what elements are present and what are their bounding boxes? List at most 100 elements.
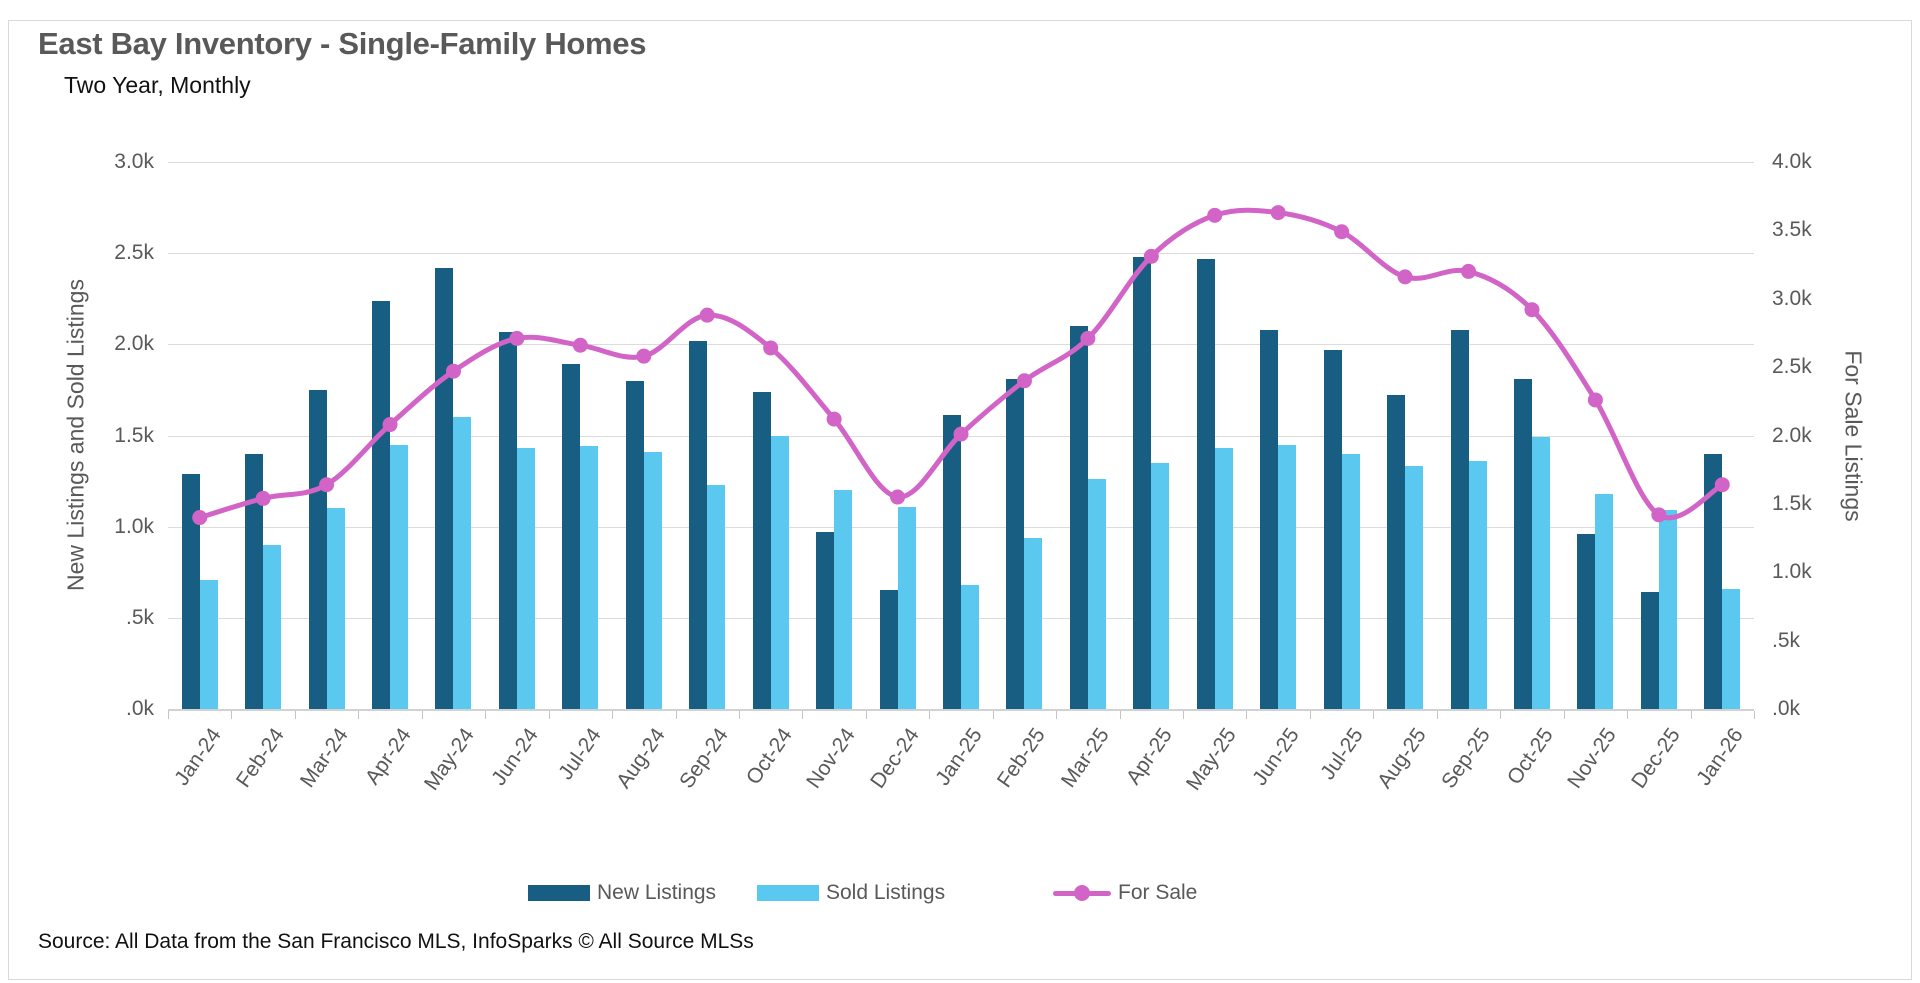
bar-sold-listings[interactable] <box>707 484 726 709</box>
x-axis-tick <box>1056 711 1058 719</box>
bar-sold-listings[interactable] <box>199 579 218 709</box>
bar-sold-listings[interactable] <box>1722 588 1741 709</box>
for-sale-point[interactable] <box>1461 263 1477 279</box>
y-axis-tick-label-right: 1.0k <box>1772 560 1812 584</box>
bar-sold-listings[interactable] <box>1405 466 1424 709</box>
bar-new-listings[interactable] <box>1006 378 1025 709</box>
x-axis-tick <box>1246 711 1248 719</box>
bar-new-listings[interactable] <box>308 389 327 709</box>
bar-new-listings[interactable] <box>1577 533 1596 709</box>
for-sale-point[interactable] <box>319 477 335 493</box>
bar-new-listings[interactable] <box>1323 349 1342 709</box>
bar-new-listings[interactable] <box>245 453 264 709</box>
bar-new-listings[interactable] <box>1260 329 1279 709</box>
bar-new-listings[interactable] <box>816 532 835 709</box>
x-axis-tick <box>1563 711 1565 719</box>
bar-sold-listings[interactable] <box>1531 437 1550 709</box>
x-axis-tick <box>548 711 550 719</box>
for-sale-point[interactable] <box>1587 392 1603 408</box>
for-sale-point[interactable] <box>572 337 588 353</box>
bar-new-listings[interactable] <box>1450 329 1469 709</box>
gridline <box>168 526 1754 528</box>
x-axis-tick <box>1754 711 1755 719</box>
bar-new-listings[interactable] <box>625 380 644 709</box>
legend-item-sold-listings[interactable]: Sold Listings <box>757 876 945 910</box>
for-sale-point[interactable] <box>1651 507 1667 523</box>
x-axis-tick <box>421 711 423 719</box>
bar-sold-listings[interactable] <box>961 585 979 709</box>
bar-sold-listings[interactable] <box>1468 461 1487 709</box>
for-sale-point[interactable] <box>890 489 906 505</box>
for-sale-point[interactable] <box>953 426 969 442</box>
for-sale-point[interactable] <box>1080 330 1096 346</box>
bar-new-listings[interactable] <box>752 391 771 709</box>
y-axis-tick-label-right: 2.5k <box>1772 355 1812 379</box>
bar-sold-listings[interactable] <box>897 506 916 709</box>
for-sale-point[interactable] <box>1270 205 1286 221</box>
legend-swatch-icon <box>757 885 819 901</box>
gridline <box>168 162 1754 163</box>
for-sale-point[interactable] <box>699 307 715 323</box>
bar-new-listings[interactable] <box>1513 378 1532 709</box>
bar-sold-listings[interactable] <box>770 435 789 709</box>
gridline <box>168 344 1754 346</box>
bar-sold-listings[interactable] <box>1087 479 1106 709</box>
bar-sold-listings[interactable] <box>1278 444 1297 709</box>
bar-sold-listings[interactable] <box>263 544 282 709</box>
bar-sold-listings[interactable] <box>1151 462 1170 709</box>
for-sale-point[interactable] <box>445 363 461 379</box>
x-axis-tick <box>1373 711 1375 719</box>
for-sale-point[interactable] <box>382 417 398 433</box>
for-sale-point[interactable] <box>763 340 779 356</box>
bar-new-listings[interactable] <box>181 473 200 709</box>
legend-label: New Listings <box>597 881 717 904</box>
bar-sold-listings[interactable] <box>1595 493 1614 709</box>
bar-new-listings[interactable] <box>372 300 391 709</box>
legend-item-for-sale[interactable]: For Sale <box>1053 876 1197 910</box>
for-sale-point[interactable] <box>509 330 525 346</box>
bar-new-listings[interactable] <box>1704 453 1723 709</box>
bar-sold-listings[interactable] <box>580 446 599 709</box>
source-note: Source: All Data from the San Francisco … <box>38 930 754 953</box>
for-sale-point[interactable] <box>1397 269 1413 285</box>
bar-new-listings[interactable] <box>1069 326 1088 709</box>
bar-new-listings[interactable] <box>1387 395 1406 709</box>
bar-new-listings[interactable] <box>1640 592 1659 709</box>
bar-sold-listings[interactable] <box>1214 448 1233 709</box>
x-axis-tick <box>1309 711 1311 719</box>
bar-sold-listings[interactable] <box>1341 453 1360 709</box>
x-axis-tick <box>485 711 487 719</box>
bar-sold-listings[interactable] <box>516 448 535 709</box>
for-sale-line-layer <box>192 205 1730 526</box>
bar-sold-listings[interactable] <box>1658 510 1677 709</box>
bar-new-listings[interactable] <box>435 267 454 709</box>
for-sale-point[interactable] <box>1207 207 1223 223</box>
bar-new-listings[interactable] <box>1196 258 1215 709</box>
bar-sold-listings[interactable] <box>453 417 472 709</box>
for-sale-point[interactable] <box>1714 477 1730 493</box>
for-sale-point[interactable] <box>192 510 208 526</box>
bar-new-listings[interactable] <box>498 331 517 709</box>
legend-item-new-listings[interactable]: New Listings <box>528 876 716 910</box>
for-sale-point[interactable] <box>826 411 842 427</box>
bar-sold-listings[interactable] <box>834 490 853 709</box>
for-sale-point[interactable] <box>1334 224 1350 240</box>
for-sale-point[interactable] <box>255 490 271 506</box>
bar-new-listings[interactable] <box>943 415 961 709</box>
legend-line-dot-icon <box>1053 885 1111 901</box>
for-sale-point[interactable] <box>1524 302 1540 318</box>
bar-sold-listings[interactable] <box>1024 537 1043 709</box>
bar-new-listings[interactable] <box>562 364 581 709</box>
x-axis-tick <box>802 711 804 719</box>
bar-new-listings[interactable] <box>1133 256 1152 709</box>
for-sale-point[interactable] <box>1143 248 1159 264</box>
for-sale-point[interactable] <box>1016 373 1032 389</box>
bar-sold-listings[interactable] <box>390 444 409 709</box>
bar-new-listings[interactable] <box>689 340 708 709</box>
x-axis-tick <box>168 711 169 719</box>
bar-new-listings[interactable] <box>879 590 898 709</box>
x-axis-tick <box>294 711 296 719</box>
bar-sold-listings[interactable] <box>326 508 345 709</box>
bar-sold-listings[interactable] <box>643 451 662 709</box>
for-sale-point[interactable] <box>636 348 652 364</box>
